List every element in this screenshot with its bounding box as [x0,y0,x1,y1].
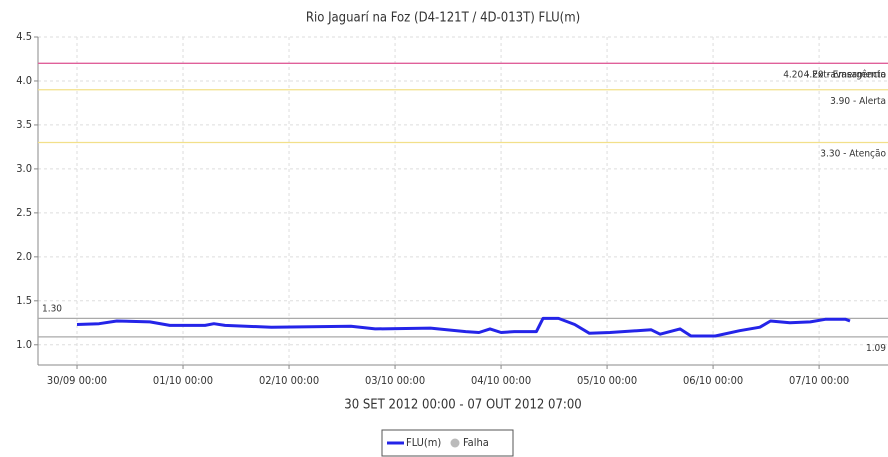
reference-label: 1.09 [866,343,886,354]
reference-label: 3.90 - Alerta [830,96,886,107]
x-tick-label: 01/10 00:00 [153,374,213,387]
y-tick-label: 4.5 [16,30,32,43]
reference-label: 4.20 - Emergência [804,68,886,80]
x-tick-label: 06/10 00:00 [683,374,743,387]
y-tick-label: 2.5 [16,206,32,219]
x-axis-label: 30 SET 2012 00:00 - 07 OUT 2012 07:00 [344,398,581,413]
x-tick-label: 07/10 00:00 [789,374,849,387]
x-tick-label: 05/10 00:00 [577,374,637,387]
y-tick-label: 3.5 [16,118,32,131]
x-tick-label: 02/10 00:00 [259,374,319,387]
reference-label: 4.20 - Extravasamento [783,69,886,80]
series-line [76,316,851,338]
legend-label: FLU(m) [406,436,441,449]
y-tick-label: 2.0 [16,250,32,263]
x-tick-label: 04/10 00:00 [471,374,531,387]
x-tick-label: 30/09 00:00 [47,374,107,387]
y-tick-label: 4.0 [16,74,32,87]
reference-label: 1.30 [42,303,62,314]
y-tick-label: 3.0 [16,162,32,175]
legend-label: Falha [463,436,489,449]
chart-title: Rio Jaguarí na Foz (D4-121T / 4D-013T) F… [306,11,580,26]
x-tick-label: 03/10 00:00 [365,374,425,387]
reference-label: 3.30 - Atenção [820,149,886,160]
legend-swatch [450,438,460,448]
y-tick-label: 1.5 [16,294,32,307]
y-tick-label: 1.0 [16,338,32,351]
